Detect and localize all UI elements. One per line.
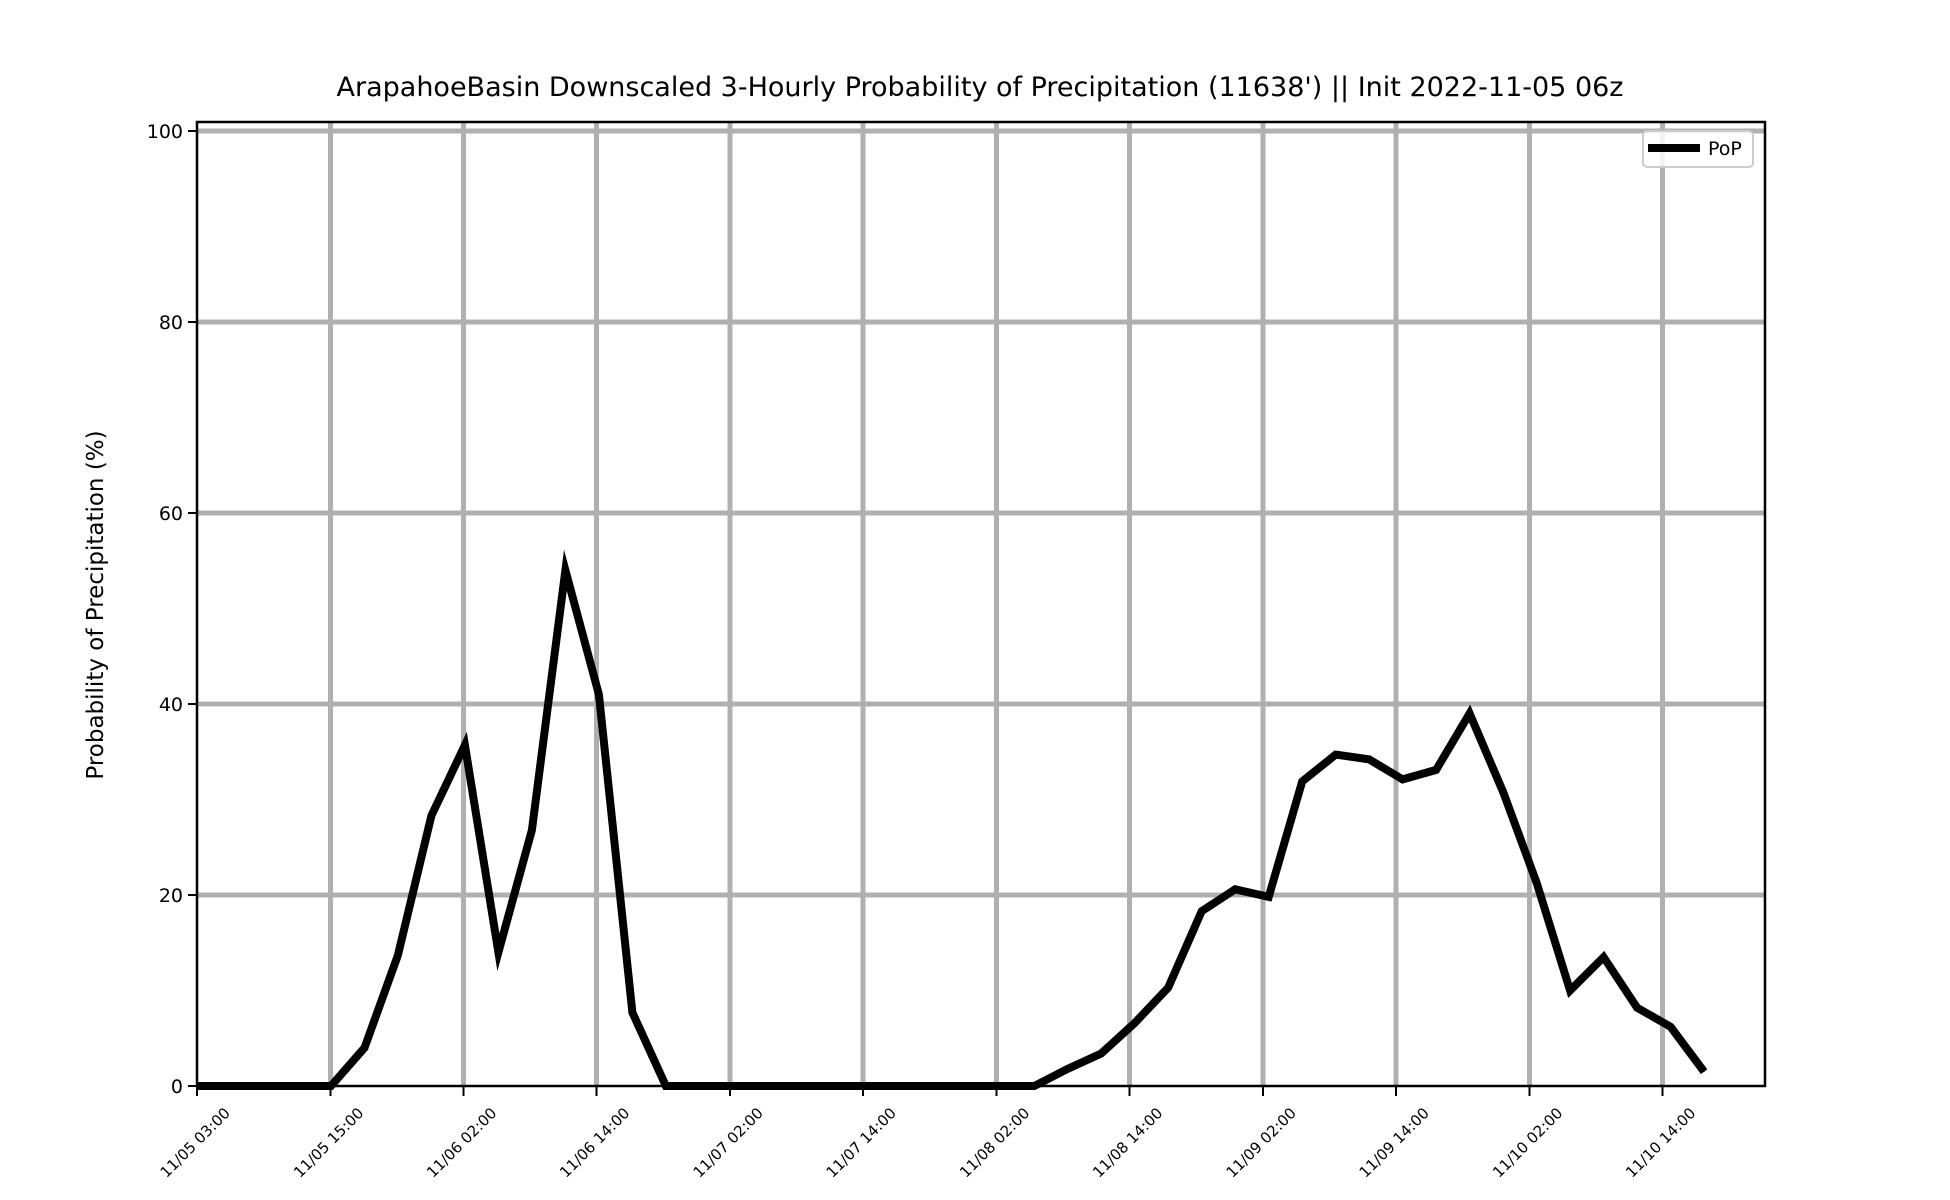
data-point: [1502, 791, 1504, 793]
data-point: [564, 569, 566, 571]
x-tick-label: 11/09 02:00: [1223, 1104, 1300, 1181]
data-point: [1234, 888, 1236, 890]
data-point: [1167, 987, 1169, 989]
data-point: [397, 954, 399, 956]
legend-label: PoP: [1708, 138, 1742, 160]
x-tick-label: 11/09 14:00: [1356, 1104, 1433, 1181]
data-point: [1201, 910, 1203, 912]
x-tick-label: 11/07 02:00: [690, 1104, 767, 1181]
y-axis-label: Probability of Precipitation (%): [83, 430, 109, 779]
y-tick-label: 60: [159, 503, 183, 525]
data-point: [1703, 1071, 1705, 1073]
data-point: [1335, 754, 1337, 756]
y-tick-label: 40: [159, 694, 183, 716]
data-point: [1636, 1007, 1638, 1009]
legend: PoP: [1642, 130, 1754, 168]
data-point: [1603, 956, 1605, 958]
chart-title: ArapahoeBasin Downscaled 3-Hourly Probab…: [337, 72, 1624, 103]
y-tick-label: 0: [171, 1076, 183, 1098]
data-point: [1100, 1053, 1102, 1054]
data-point: [598, 694, 600, 695]
data-point: [1402, 778, 1404, 780]
x-tick-label: 11/05 15:00: [290, 1104, 367, 1181]
data-point: [1435, 769, 1437, 771]
data-point: [1536, 882, 1538, 884]
data-point: [631, 1012, 633, 1013]
x-tick-label: 11/10 02:00: [1489, 1104, 1566, 1181]
y-axis-ticks: 0 20 40 60 80 100: [147, 121, 197, 1098]
series-lines: [196, 549, 1708, 1090]
data-point: [1469, 713, 1471, 714]
data-point: [1670, 1026, 1672, 1028]
data-point: [1067, 1068, 1069, 1070]
grid-lines: [197, 122, 1765, 1086]
x-tick-label: 11/05 03:00: [157, 1104, 234, 1181]
y-tick-label: 80: [159, 312, 183, 334]
x-tick-label: 11/08 14:00: [1089, 1104, 1166, 1181]
x-tick-label: 11/06 02:00: [423, 1104, 500, 1181]
data-point: [531, 829, 533, 831]
x-axis-ticks: 11/05 03:00 11/05 15:00 11/06 02:00 11/06 1…: [157, 1086, 1699, 1181]
data-point: [1268, 896, 1270, 898]
x-tick-label: 11/10 14:00: [1622, 1104, 1699, 1181]
data-point: [464, 744, 466, 746]
plot-frame: [195, 120, 1767, 1088]
y-tick-label: 20: [159, 885, 183, 907]
x-tick-label: 11/06 14:00: [556, 1104, 633, 1181]
data-point: [364, 1047, 365, 1049]
x-tick-label: 11/07 14:00: [823, 1104, 900, 1181]
data-point: [1368, 758, 1370, 760]
data-point: [1134, 1022, 1136, 1024]
data-point: [1301, 780, 1303, 782]
x-tick-label: 11/08 02:00: [956, 1104, 1033, 1181]
series-line-pop: [197, 549, 1708, 1090]
y-tick-label: 100: [147, 121, 183, 143]
data-point: [1569, 990, 1571, 991]
data-point: [497, 951, 499, 953]
data-point: [430, 815, 432, 817]
